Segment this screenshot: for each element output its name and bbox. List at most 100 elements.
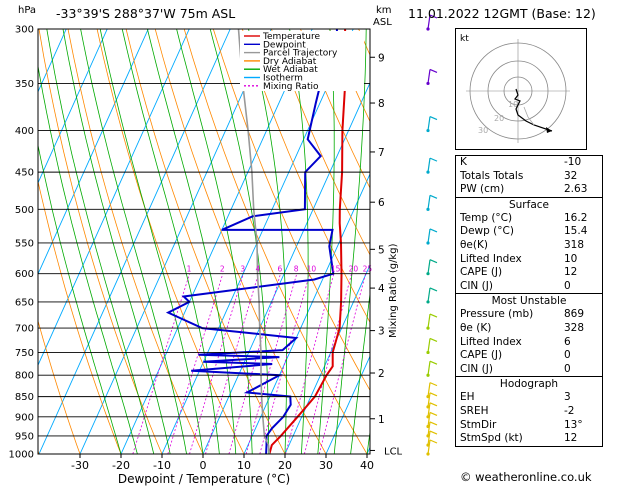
x-tick-label: 0 xyxy=(200,459,207,472)
wind-barb-flag xyxy=(429,313,438,318)
km-tick-label: 8 xyxy=(378,98,385,110)
surface-row: CAPE (J) 12 xyxy=(456,266,602,280)
wind-barb-flag xyxy=(429,382,438,387)
wind-barb-shaft xyxy=(427,392,431,407)
mu-label: Pressure (mb) xyxy=(460,308,534,321)
wind-barb-dot xyxy=(426,81,430,86)
mu-label: CIN (J) xyxy=(460,362,493,375)
isotherm-line xyxy=(120,29,313,454)
x-tick-label: -30 xyxy=(71,459,89,472)
hodo-label: StmSpd (kt) xyxy=(460,432,523,445)
surface-value: 15.4 xyxy=(564,225,588,238)
wind-barb-flag xyxy=(429,430,438,435)
pressure-tick-label: 950 xyxy=(15,431,34,442)
km-tick-label: 3 xyxy=(378,326,385,338)
km-tick-label: 6 xyxy=(378,197,385,209)
pressure-tick-label: 1000 xyxy=(9,450,34,461)
legend-label: Dewpoint xyxy=(263,40,306,50)
mixing-ratio-line xyxy=(285,273,335,454)
mu-value: 869 xyxy=(564,308,585,321)
wind-barb-shaft xyxy=(427,259,431,274)
mu-value: 328 xyxy=(564,321,585,334)
wind-barb-shaft xyxy=(427,314,431,329)
x-tick-label: 40 xyxy=(360,459,374,472)
wind-barb-dot xyxy=(426,424,430,429)
wind-barb-flag xyxy=(429,411,438,417)
x-tick-label: 30 xyxy=(319,459,333,472)
hodo-label: StmDir xyxy=(460,418,497,431)
wind-barb-flag xyxy=(429,68,438,73)
wind-barb-dot xyxy=(426,128,430,133)
wind-barb-flag xyxy=(429,337,438,343)
mu-label: Lifted Index xyxy=(460,335,522,348)
pressure-tick-label: 350 xyxy=(15,79,34,90)
pressure-tick-label: 400 xyxy=(15,126,34,137)
wind-barb-shaft xyxy=(427,195,431,210)
mixing-ratio-label: 6 xyxy=(278,265,283,274)
wet-adiabat-line xyxy=(80,29,187,454)
x-tick-label: -20 xyxy=(112,459,130,472)
index-row-tt: Totals Totals 32 xyxy=(456,170,602,184)
hodograph-section: Hodograph EH 3 SREH -2 StmDir 13° StmSpd (k… xyxy=(456,376,602,445)
wind-barb-flag xyxy=(429,194,438,199)
mixing-ratio-label: 25 xyxy=(363,265,373,274)
wind-barb-flag xyxy=(429,14,438,19)
km-unit-label: km xyxy=(376,5,392,16)
isotherm-line xyxy=(38,29,190,367)
km-tick-label: 7 xyxy=(378,147,385,159)
legend-label: Mixing Ratio xyxy=(263,82,319,92)
mixing-ratio-axis-label: Mixing Ratio (g/kg) xyxy=(388,243,399,338)
wind-barb-dot xyxy=(426,207,430,211)
mixing-ratio-label: 1 xyxy=(187,265,192,274)
storm-motion-trace xyxy=(523,106,535,126)
wind-barb-shaft xyxy=(427,382,431,397)
mixing-ratio-label: 4 xyxy=(255,265,260,274)
km-tick-label: 4 xyxy=(378,283,385,295)
wet-adiabat-line xyxy=(366,429,370,454)
pressure-tick-label: 650 xyxy=(15,297,34,308)
series-line-dewpoint xyxy=(165,29,339,454)
mixing-ratio-line xyxy=(167,273,224,454)
wind-barb-flag xyxy=(429,421,438,426)
surface-value: 12 xyxy=(564,266,578,279)
wind-barb-flag xyxy=(429,392,438,397)
mixing-ratio-line xyxy=(189,273,244,454)
isotherm-line xyxy=(284,264,370,454)
mu-row: CAPE (J) 0 xyxy=(456,349,602,363)
pressure-tick-label: 300 xyxy=(15,25,34,36)
hodo-value: -2 xyxy=(564,404,575,417)
surface-row: Dewp (°C) 15.4 xyxy=(456,225,602,239)
dry-adiabat-line xyxy=(38,319,81,454)
mu-row: θe (K) 328 xyxy=(456,322,602,336)
pw-value: 2.63 xyxy=(564,183,588,196)
wind-barb-shaft xyxy=(427,287,431,303)
surface-value: 16.2 xyxy=(564,211,588,224)
x-tick-label: 10 xyxy=(237,459,251,472)
wet-adiabat-line xyxy=(350,290,370,454)
dry-adiabat-line xyxy=(154,29,327,454)
km-tick-label: 9 xyxy=(378,52,385,64)
k-value: -10 xyxy=(564,156,582,168)
mu-row: Lifted Index 6 xyxy=(456,336,602,350)
legend-label: Temperature xyxy=(262,32,320,42)
hodo-label: SREH xyxy=(460,404,489,417)
wind-barb-dot xyxy=(426,415,430,419)
wind-barb-shaft xyxy=(427,158,431,173)
surface-section: Surface Temp (°C) 16.2 Dewp (°C) 15.4 θe(K… xyxy=(456,196,602,294)
x-tick-label: -10 xyxy=(153,459,171,472)
isotherm-line xyxy=(202,81,370,454)
surface-row: CIN (J) 0 xyxy=(456,280,602,294)
wind-barb-flag xyxy=(429,402,438,407)
isotherm-line xyxy=(38,29,231,454)
hodo-row: StmSpd (kt) 12 xyxy=(456,432,602,446)
hpa-unit-label: hPa xyxy=(18,5,37,16)
legend-bg xyxy=(240,31,364,91)
isotherm-line xyxy=(79,29,272,454)
k-label: K xyxy=(460,156,467,168)
pressure-tick-label: 450 xyxy=(15,168,34,179)
pressure-tick-label: 750 xyxy=(15,348,34,359)
mixing-ratio-label: 8 xyxy=(294,265,299,274)
wind-barb-dot xyxy=(426,170,430,174)
